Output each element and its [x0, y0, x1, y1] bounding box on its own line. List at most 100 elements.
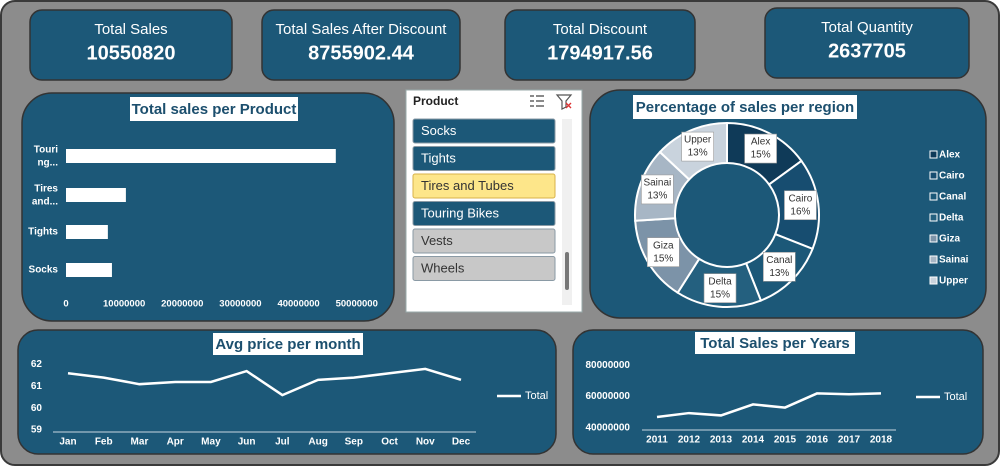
- data-label-name: Sainai: [643, 178, 671, 189]
- kpi-card: [764, 7, 970, 79]
- scroll-thumb: [565, 252, 569, 290]
- y-tick-label: 60: [31, 403, 43, 414]
- x-tick-label: 2018: [870, 435, 893, 446]
- slicer-title: Product: [413, 94, 458, 108]
- slicer-item-label[interactable]: Vests: [421, 233, 453, 248]
- chart-title: Total sales per Product: [132, 101, 297, 118]
- chart-title: Total Sales per Years: [700, 335, 850, 352]
- legend-swatch: [929, 150, 938, 159]
- x-tick-label: Feb: [95, 437, 113, 448]
- slicer-item-label[interactable]: Tires and Tubes: [421, 178, 514, 193]
- x-tick-label: Nov: [416, 437, 435, 448]
- legend-label: Sainai: [939, 255, 969, 266]
- kpi-title: Total Sales: [94, 21, 167, 38]
- x-tick-label: Oct: [381, 437, 398, 448]
- data-label: 15%: [653, 253, 673, 264]
- kpi-card: [504, 9, 696, 81]
- x-tick-label: 20000000: [161, 299, 203, 310]
- data-label-box: [681, 131, 714, 162]
- data-label-name: Cairo: [788, 193, 812, 204]
- slicer-item-label[interactable]: Socks: [421, 123, 457, 138]
- data-label-name: Canal: [766, 255, 792, 266]
- data-label-name: Upper: [684, 135, 712, 146]
- legend-swatch: [929, 213, 938, 222]
- slicer-item[interactable]: [412, 118, 556, 144]
- chart-title-box: [695, 332, 855, 354]
- x-tick-label: Sep: [345, 437, 363, 448]
- x-tick-label: 2011: [646, 435, 668, 446]
- x-tick-label: May: [201, 437, 221, 448]
- legend-label: Giza: [939, 234, 961, 245]
- bar: [66, 188, 126, 202]
- data-label-box: [784, 190, 817, 221]
- x-tick-label: Jul: [275, 437, 290, 448]
- x-tick-label: Mar: [131, 437, 149, 448]
- chart-title-box: [633, 95, 857, 119]
- kpi-value: 10550820: [87, 42, 176, 64]
- data-label: 13%: [769, 268, 789, 279]
- bar: [66, 149, 336, 163]
- data-label-name: Delta: [708, 276, 732, 287]
- line-series: [656, 392, 882, 419]
- kpi-value: 8755902.44: [308, 42, 415, 64]
- data-label: 13%: [647, 191, 667, 202]
- x-tick-label: 2012: [678, 435, 701, 446]
- x-tick-label: 2015: [774, 435, 797, 446]
- data-label: 15%: [710, 289, 730, 300]
- y-tick-label: 59: [31, 425, 43, 436]
- data-label-box: [641, 174, 674, 205]
- data-label-name: Alex: [751, 137, 770, 148]
- data-label-box: [703, 273, 737, 303]
- bar: [66, 225, 108, 239]
- legend-label: Alex: [939, 150, 961, 161]
- y-tick-label: 61: [31, 381, 43, 392]
- kpi-value: 1794917.56: [547, 42, 653, 64]
- legend-label: Total: [525, 390, 548, 402]
- data-label-name: Giza: [653, 240, 674, 251]
- scrollbar: [562, 119, 572, 305]
- legend-swatch: [929, 234, 938, 243]
- slicer-item-label[interactable]: Touring Bikes: [421, 205, 500, 220]
- slicer-item[interactable]: [412, 256, 556, 281]
- legend-label: Total: [944, 391, 967, 403]
- slicer-item[interactable]: [412, 201, 556, 226]
- slicer-item[interactable]: [412, 146, 556, 171]
- x-tick-label: 0: [63, 299, 68, 310]
- y-tick-label: Tights: [28, 227, 58, 238]
- data-label: 15%: [751, 150, 771, 161]
- legend-label: Canal: [939, 192, 966, 203]
- slicer-item[interactable]: [412, 173, 556, 199]
- slicer-item-label[interactable]: Wheels: [421, 260, 465, 275]
- x-tick-label: 2017: [838, 435, 861, 446]
- legend-swatch: [929, 255, 938, 264]
- y-tick-label: 80000000: [586, 360, 631, 371]
- data-label: 13%: [688, 148, 708, 159]
- slicer-item[interactable]: [412, 228, 556, 254]
- legend-swatch: [929, 276, 938, 285]
- bar: [66, 263, 112, 277]
- chart-title-box: [130, 97, 298, 121]
- kpi-card: [261, 9, 461, 81]
- data-label: 16%: [790, 206, 810, 217]
- data-label-box: [744, 133, 777, 164]
- slicer-item-label[interactable]: Tights: [421, 150, 456, 165]
- clear-x: [565, 102, 572, 109]
- multi-select-icon: [530, 95, 544, 107]
- y-tick-label: 40000000: [586, 423, 631, 434]
- y-tick-label: Touri ng...: [34, 144, 58, 168]
- x-tick-label: Jun: [238, 437, 256, 448]
- legend-swatch: [929, 192, 938, 201]
- x-tick-label: 50000000: [336, 299, 378, 310]
- line-series: [67, 367, 462, 397]
- data-label-box: [763, 252, 796, 282]
- x-tick-label: Dec: [452, 437, 471, 448]
- x-tick-label: 2014: [742, 435, 765, 446]
- y-tick-label: Socks: [29, 265, 59, 276]
- kpi-value: 2637705: [828, 40, 906, 62]
- kpi-title: Total Discount: [553, 21, 648, 38]
- chart-title: Percentage of sales per region: [636, 99, 854, 116]
- legend-label: Delta: [939, 213, 964, 224]
- chart-panel: [572, 329, 984, 455]
- kpi-card: [29, 9, 233, 81]
